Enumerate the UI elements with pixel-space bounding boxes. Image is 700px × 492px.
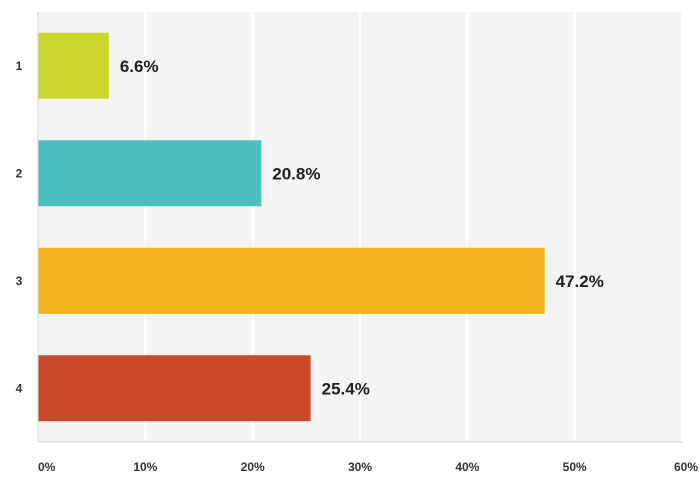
data-labels: 6.6% 20.8% 47.2% 25.4% — [120, 57, 604, 399]
x-tick-label: 0% — [38, 460, 56, 474]
category-labels: 1 2 3 4 — [16, 59, 23, 396]
bar-value-label: 6.6% — [120, 57, 159, 76]
bar — [38, 355, 311, 422]
gridlines — [144, 12, 683, 442]
bars — [38, 32, 545, 422]
category-label: 3 — [16, 274, 23, 288]
bar-value-label: 47.2% — [556, 272, 604, 291]
bar — [38, 247, 545, 314]
x-tick-label: 50% — [563, 460, 587, 474]
bar — [38, 32, 109, 99]
category-label: 1 — [16, 59, 23, 73]
bar-value-label: 20.8% — [272, 164, 320, 183]
x-axis-tick-labels: 0% 10% 20% 30% 40% 50% 60% — [38, 460, 698, 474]
x-tick-label: 30% — [348, 460, 372, 474]
x-tick-label: 60% — [674, 460, 698, 474]
x-tick-label: 40% — [455, 460, 479, 474]
x-tick-label: 20% — [241, 460, 265, 474]
bar — [38, 140, 262, 207]
x-tick-label: 10% — [133, 460, 157, 474]
category-label: 4 — [16, 381, 23, 395]
category-label: 2 — [16, 166, 23, 180]
bar-value-label: 25.4% — [322, 379, 370, 398]
